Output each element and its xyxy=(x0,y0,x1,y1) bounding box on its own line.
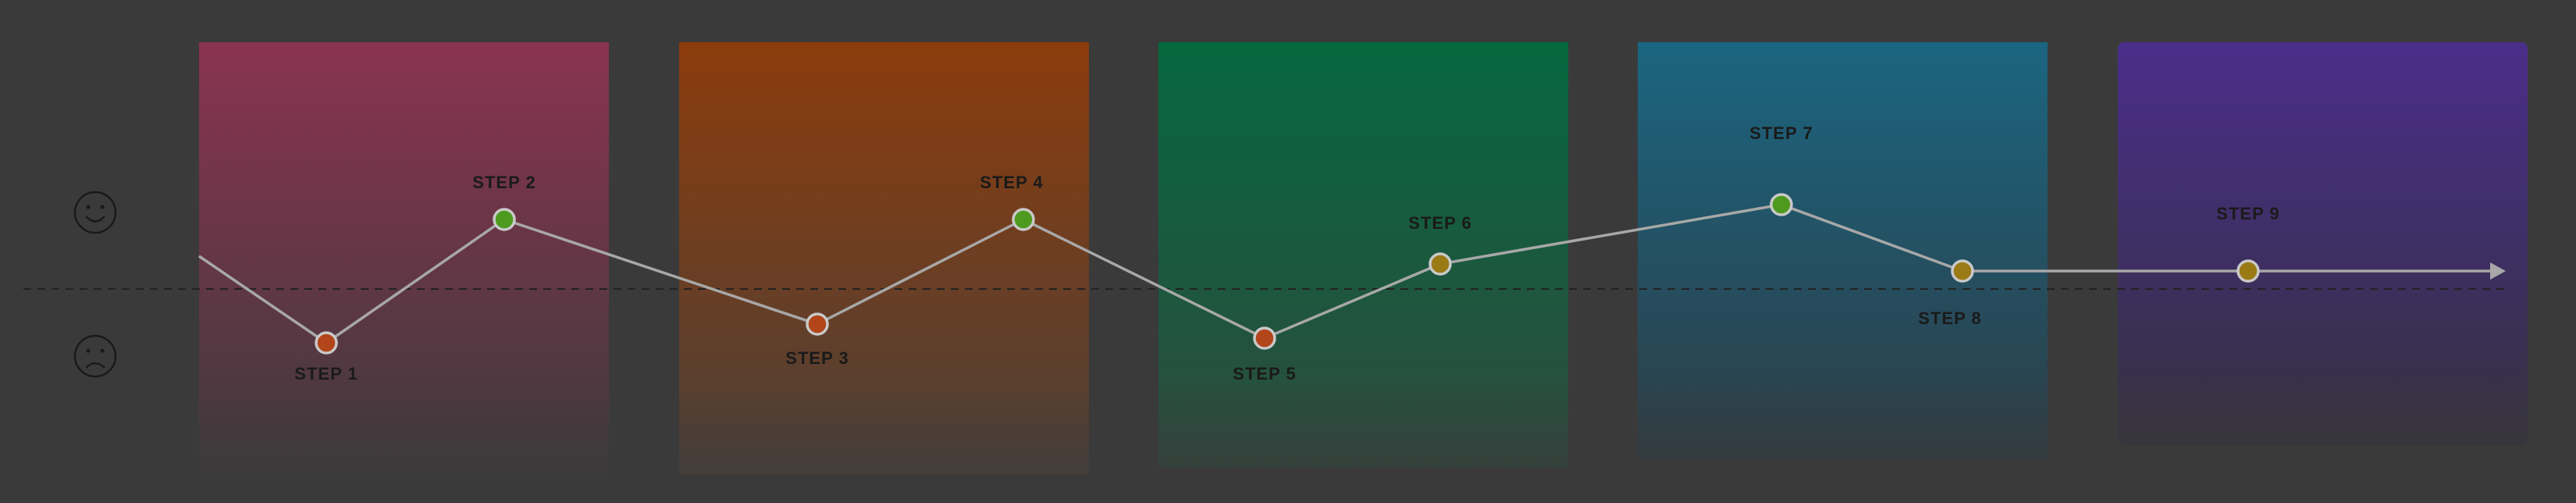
step-marker-8 xyxy=(1951,259,1974,283)
step-label-1: STEP 1 xyxy=(294,364,358,383)
sad-face-icon xyxy=(73,334,117,378)
step-marker-1 xyxy=(315,331,338,355)
step-marker-2 xyxy=(493,208,516,231)
step-label-7: STEP 7 xyxy=(1749,123,1813,143)
step-marker-9 xyxy=(2236,259,2260,283)
step-label-6: STEP 6 xyxy=(1408,213,1471,233)
step-label-8: STEP 8 xyxy=(1918,309,1981,328)
step-label-4: STEP 4 xyxy=(980,173,1043,192)
step-label-3: STEP 3 xyxy=(785,348,849,368)
step-label-5: STEP 5 xyxy=(1233,364,1296,383)
phase-panel-fade-4 xyxy=(1638,42,2048,459)
arrow-head xyxy=(2490,262,2506,280)
step-label-9: STEP 9 xyxy=(2216,204,2279,223)
step-marker-6 xyxy=(1429,252,1452,276)
phase-panel-fade-2 xyxy=(679,42,1089,475)
step-marker-4 xyxy=(1012,208,1035,231)
phase-panel-fade-1 xyxy=(199,42,609,475)
step-marker-7 xyxy=(1770,193,1793,216)
step-marker-5 xyxy=(1253,326,1276,350)
step-marker-3 xyxy=(806,312,829,336)
phase-panel-fade-5 xyxy=(2118,42,2528,445)
step-label-2: STEP 2 xyxy=(472,173,535,192)
happy-face-icon xyxy=(73,191,117,234)
phase-panel-fade-3 xyxy=(1158,42,1568,467)
